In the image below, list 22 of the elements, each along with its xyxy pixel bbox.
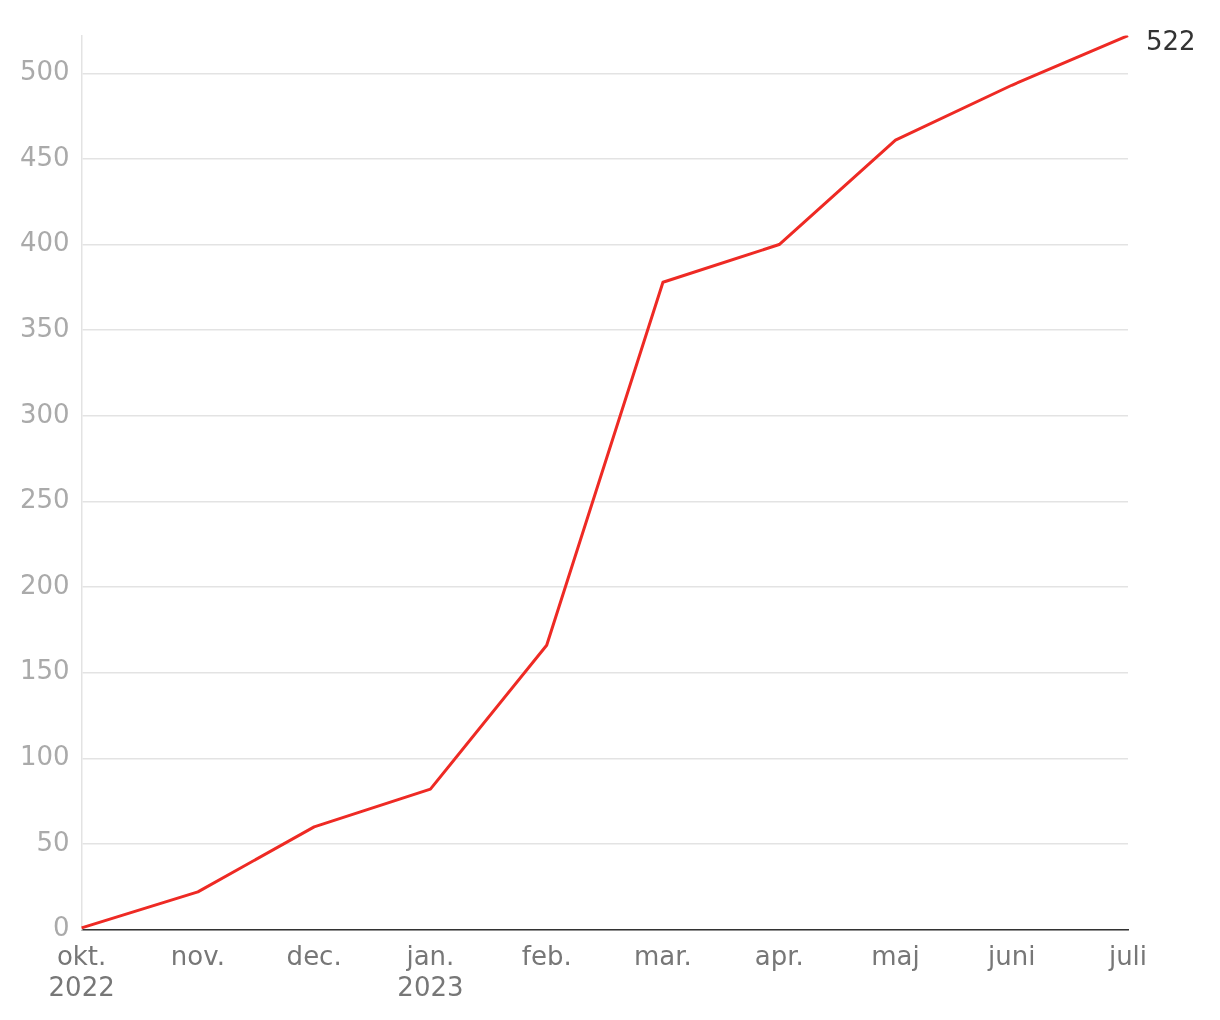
- x-tick-label: dec.: [286, 940, 342, 971]
- y-tick-label: 400: [19, 227, 70, 258]
- data-label: 522: [1146, 26, 1196, 57]
- x-tick-label: maj: [871, 940, 920, 971]
- x-tick-label: okt. 2022: [48, 940, 115, 1003]
- x-tick-label: mar.: [634, 940, 692, 971]
- y-tick-label: 250: [19, 484, 70, 515]
- y-tick-label: 200: [19, 569, 70, 600]
- y-tick-label: 0: [53, 912, 70, 943]
- y-tick-label: 300: [19, 398, 70, 429]
- x-tick-label: jan. 2023: [397, 940, 464, 1003]
- y-tick-label: 50: [36, 826, 70, 857]
- x-tick-label: juni: [987, 940, 1036, 971]
- y-tick-label: 500: [19, 56, 70, 87]
- y-tick-label: 450: [19, 141, 70, 172]
- x-tick-label: apr.: [754, 940, 804, 971]
- x-tick-label: juli: [1107, 940, 1148, 971]
- y-tick-label: 350: [19, 312, 70, 343]
- x-tick-label: feb.: [521, 940, 572, 971]
- y-tick-label: 150: [19, 655, 70, 686]
- y-tick-label: 100: [19, 741, 70, 772]
- x-tick-label: nov.: [170, 940, 225, 971]
